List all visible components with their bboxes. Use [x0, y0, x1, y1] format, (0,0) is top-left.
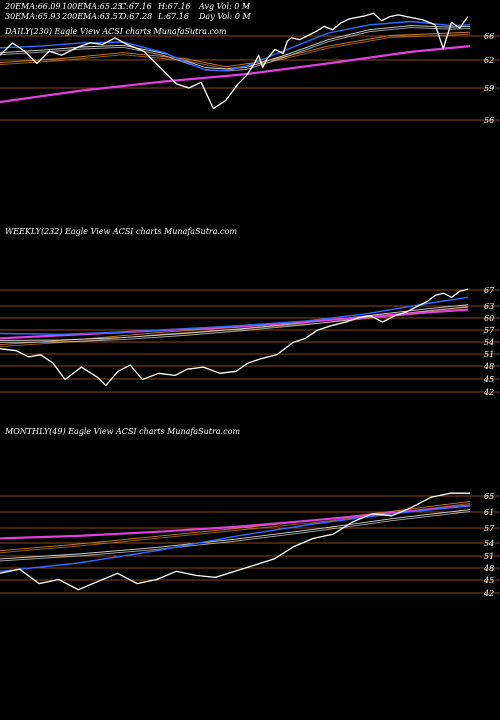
weekly-ema_white-line: [0, 304, 469, 341]
daily-tick-label: 59: [484, 84, 494, 93]
ema20-readout: 20EMA:66.09: [5, 2, 61, 11]
weekly-price-line: [0, 288, 469, 387]
monthly-price-line: [0, 492, 470, 591]
weekly-tick-label: 54: [484, 338, 494, 347]
daily-ema_magenta-line: [0, 45, 471, 104]
weekly-tick-label: 48: [483, 362, 494, 371]
monthly-tick-label: 48: [483, 564, 494, 573]
close-readout: C:67.16: [120, 2, 152, 11]
daily-chart-title: DAILY(230) Eagle View ACSI charts Munafa…: [5, 27, 227, 36]
monthly-ema_orange-line-shadow: [0, 502, 471, 554]
weekly-tick-label: 57: [484, 326, 495, 335]
daily-ema_orange-line-shadow: [0, 33, 471, 70]
avg-vol-readout: Avg Vol: 0 M: [199, 2, 251, 11]
weekly-ema_magenta-line: [0, 308, 469, 340]
monthly-ema_white-line: [0, 509, 471, 560]
low-readout: L:67.16: [158, 12, 189, 21]
monthly-tick-label: 51: [484, 552, 494, 561]
monthly-tick-label: 42: [483, 589, 494, 598]
monthly-tick-label: 61: [484, 508, 494, 517]
weekly-tick-label: 42: [483, 388, 494, 397]
monthly-tick-label: 45: [483, 576, 494, 585]
daily-tick-label: 66: [484, 32, 494, 41]
ema100-readout: 100EMA:65.25: [62, 2, 123, 11]
daily-tick-label: 56: [484, 116, 494, 125]
weekly-ema_white-line-shadow: [0, 306, 469, 343]
weekly-tick-label: 45: [483, 375, 494, 384]
high-readout: H:67.16: [158, 2, 191, 11]
ema30-readout: 30EMA:65.93: [5, 12, 61, 21]
monthly-ema_magenta-line: [0, 504, 471, 540]
weekly-ema_blue-line: [0, 296, 469, 335]
monthly-tick-label: 57: [484, 524, 495, 533]
weekly-tick-label: 67: [484, 286, 495, 295]
monthly-tick-label: 54: [484, 539, 494, 548]
weekly-tick-label: 60: [484, 314, 494, 323]
weekly-ema_orange-line-shadow: [0, 308, 469, 348]
daily-ema_orange-line: [0, 31, 471, 68]
open-readout: O:67.28: [120, 12, 153, 21]
monthly-ema_white-line-shadow: [0, 511, 471, 562]
monthly-tick-label: 65: [484, 492, 494, 501]
day-vol-readout: Day Vol: 0 M: [199, 12, 251, 21]
ema200-readout: 200EMA:63.57: [62, 12, 123, 21]
monthly-chart-title: MONTHLY(49) Eagle View ACSI charts Munaf…: [5, 427, 241, 436]
weekly-chart-title: WEEKLY(232) Eagle View ACSI charts Munaf…: [5, 227, 237, 236]
daily-tick-label: 62: [484, 56, 494, 65]
monthly-ema_orange-line: [0, 500, 471, 552]
weekly-ema_orange-line: [0, 306, 469, 346]
weekly-tick-label: 63: [484, 302, 494, 311]
monthly-ema_blue-line: [0, 504, 471, 572]
weekly-tick-label: 51: [484, 350, 494, 359]
